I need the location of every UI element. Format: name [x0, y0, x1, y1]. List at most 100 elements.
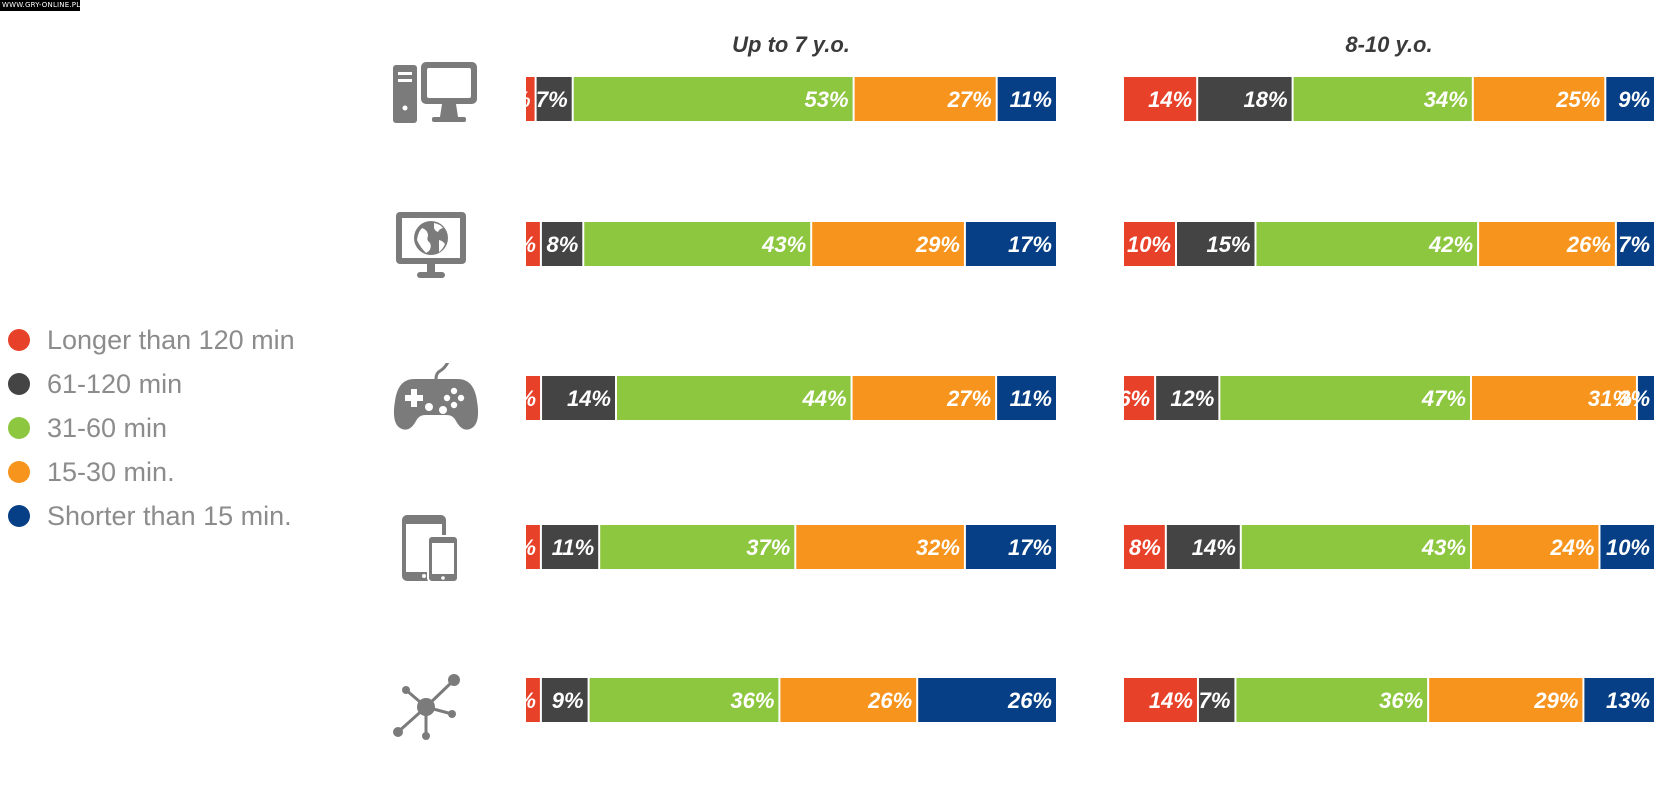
bar-segment-15-30	[854, 77, 996, 121]
bar-segment-shorter-15	[1584, 678, 1654, 722]
bar-segment-shorter-15	[965, 525, 1056, 569]
data-label: 7%	[1618, 232, 1650, 257]
bar-segment-15-30	[1473, 77, 1605, 121]
data-label: 13%	[1606, 688, 1650, 713]
legend-item: 61-120 min	[8, 362, 295, 406]
data-label: 14%	[1192, 535, 1236, 560]
bar-segment-15-30	[780, 678, 917, 722]
data-label: 47%	[1421, 386, 1466, 411]
bar-segment-longer-120	[526, 678, 540, 722]
data-label: 8%	[1129, 535, 1161, 560]
data-label: 8%	[547, 232, 579, 257]
bar-segment-longer-120	[1124, 525, 1165, 569]
bar-segment-shorter-15	[1606, 77, 1654, 121]
data-label: 7%	[536, 87, 568, 112]
legend-dot-61-120	[8, 373, 30, 395]
globe-monitor-icon	[392, 211, 478, 281]
data-label: 29%	[915, 232, 960, 257]
data-label: 43%	[761, 232, 806, 257]
bar-segment-61-120	[541, 222, 583, 266]
bar-segment-shorter-15	[1637, 376, 1654, 420]
data-label: 3%	[504, 232, 536, 257]
bar-segment-31-60	[1256, 222, 1478, 266]
data-label: 9%	[1618, 87, 1650, 112]
bar-segment-shorter-15	[1600, 525, 1654, 569]
bar-segment-61-120	[541, 525, 599, 569]
bar-segment-61-120	[1198, 77, 1292, 121]
data-label: 53%	[805, 87, 849, 112]
bar-segment-longer-120	[1124, 77, 1197, 121]
bar-segment-15-30	[812, 222, 964, 266]
bar-segment-31-60	[584, 222, 811, 266]
bar-segment-longer-120	[526, 77, 535, 121]
bar-segment-31-60	[600, 525, 795, 569]
bar-segment-61-120	[541, 678, 588, 722]
bar-segment-longer-120	[1124, 678, 1197, 722]
bar-segment-31-60	[1236, 678, 1428, 722]
bar-segment-61-120	[1177, 222, 1255, 266]
group-title-8-10: 8-10 y.o.	[1345, 32, 1433, 57]
bar-segment-shorter-15	[1616, 222, 1654, 266]
watermark: WWW.GRY-ONLINE.PL	[0, 0, 80, 11]
legend-item: Longer than 120 min	[8, 318, 295, 362]
legend-dot-shorter-15	[8, 505, 30, 527]
data-label: 29%	[1533, 688, 1578, 713]
data-label: 26%	[1566, 232, 1611, 257]
data-label: 31%	[1588, 386, 1632, 411]
data-label: 27%	[947, 87, 992, 112]
data-label: 14%	[567, 386, 611, 411]
legend: Longer than 120 min 61-120 min 31-60 min…	[8, 318, 295, 538]
legend-label: 31-60 min	[47, 412, 168, 443]
bar-segment-15-30	[852, 376, 996, 420]
gamepad-icon	[392, 363, 478, 433]
legend-label: Shorter than 15 min.	[47, 500, 292, 531]
bar-segment-longer-120	[1124, 222, 1175, 266]
network-icon	[392, 670, 478, 740]
data-label: 27%	[946, 386, 991, 411]
bar-segment-31-60	[589, 678, 779, 722]
group-title-up-to-7: Up to 7 y.o.	[732, 32, 850, 57]
data-label: 24%	[1549, 535, 1594, 560]
data-label: 3%	[1618, 386, 1650, 411]
bar-segment-shorter-15	[918, 678, 1056, 722]
data-label: 10%	[1127, 232, 1171, 257]
bar-segment-31-60	[1293, 77, 1472, 121]
data-label: 36%	[730, 688, 774, 713]
legend-label: 61-120 min	[47, 368, 183, 399]
desktop-computer-icon	[392, 61, 478, 131]
data-label: 34%	[1424, 87, 1468, 112]
bar-segment-15-30	[1429, 678, 1583, 722]
bar-segment-61-120	[1166, 525, 1240, 569]
tablet-phone-icon	[392, 514, 478, 584]
bar-segment-longer-120	[526, 525, 540, 569]
data-label: 2%	[498, 87, 531, 112]
bar-segment-shorter-15	[965, 222, 1056, 266]
data-label: 6%	[1118, 386, 1150, 411]
data-label: 42%	[1428, 232, 1473, 257]
data-label: 17%	[1008, 535, 1052, 560]
bar-segment-15-30	[1479, 222, 1615, 266]
bar-segment-31-60	[617, 376, 851, 420]
data-label: 18%	[1244, 87, 1288, 112]
bar-segment-31-60	[573, 77, 853, 121]
legend-item: 15-30 min.	[8, 450, 295, 494]
data-label: 26%	[1007, 688, 1052, 713]
legend-label: 15-30 min.	[47, 456, 175, 487]
legend-dot-15-30	[8, 461, 30, 483]
data-label: 11%	[1010, 87, 1052, 112]
legend-item: Shorter than 15 min.	[8, 494, 295, 538]
legend-dot-longer-120	[8, 329, 30, 351]
bar-segment-longer-120	[526, 376, 541, 420]
data-label: 3%	[504, 386, 536, 411]
data-label: 43%	[1421, 535, 1466, 560]
bar-segment-61-120	[536, 77, 572, 121]
bar-segment-15-30	[796, 525, 964, 569]
bar-segment-61-120	[542, 376, 616, 420]
bar-segment-shorter-15	[997, 376, 1056, 420]
bar-segment-61-120	[1198, 678, 1235, 722]
data-label: 32%	[916, 535, 960, 560]
data-label: 10%	[1606, 535, 1650, 560]
bar-segment-31-60	[1241, 525, 1470, 569]
data-label: 11%	[1010, 386, 1052, 411]
